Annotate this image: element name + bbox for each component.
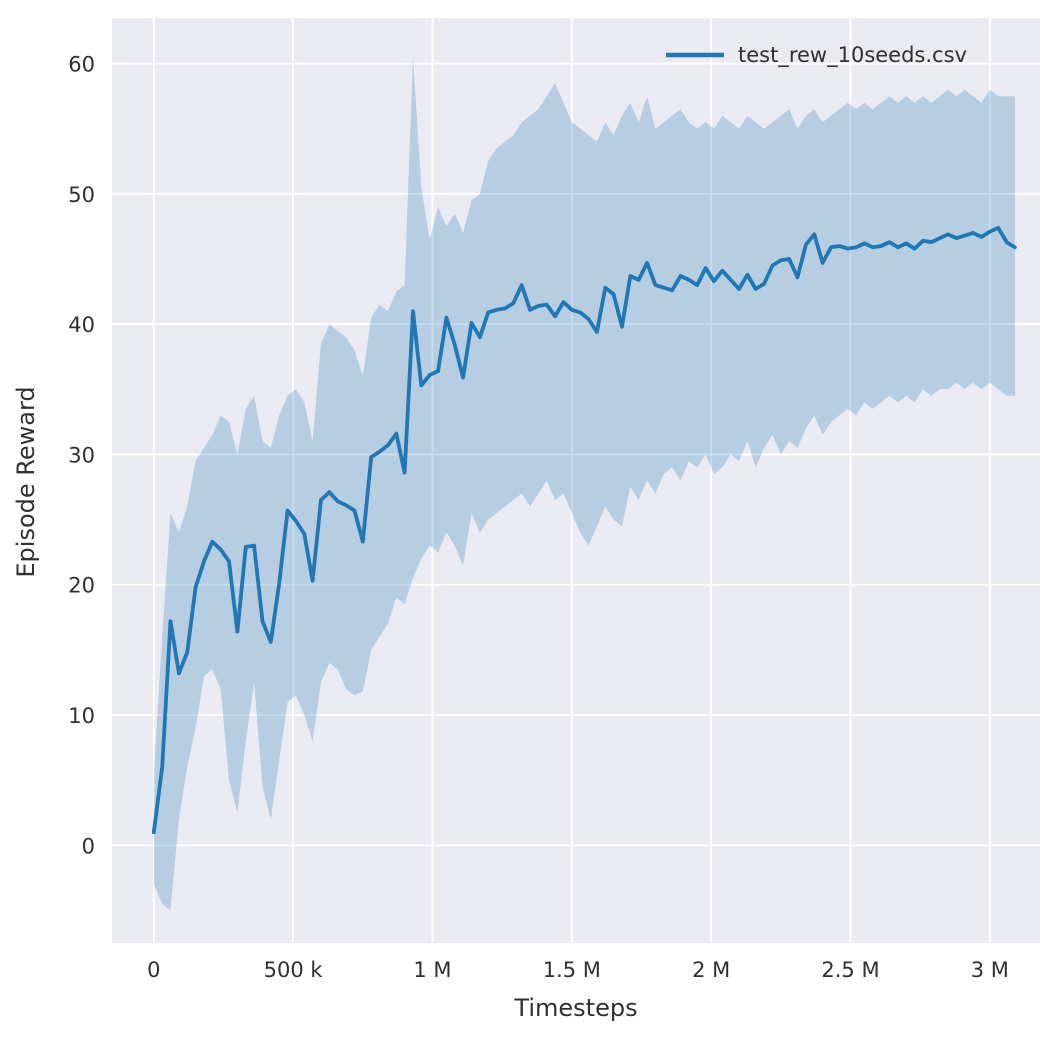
x-tick-label: 3 M xyxy=(971,958,1009,982)
x-tick-label: 0 xyxy=(147,958,160,982)
x-tick-label: 1 M xyxy=(413,958,451,982)
y-tick-label: 10 xyxy=(68,704,95,728)
plot-background xyxy=(112,18,1040,943)
y-tick-label: 40 xyxy=(68,313,95,337)
x-tick-label: 500 k xyxy=(264,958,324,982)
legend: test_rew_10seeds.csv xyxy=(666,43,967,68)
y-tick-label: 30 xyxy=(68,443,95,467)
y-tick-label: 20 xyxy=(68,574,95,598)
chart-axes: 0 500 k 1 M 1.5 M 2 M 2.5 M 3 M 0 10 20 30 40 50 60 xyxy=(68,53,1009,982)
y-tick-label: 60 xyxy=(68,53,95,77)
x-tick-label: 2.5 M xyxy=(821,958,879,982)
chart-plot-area xyxy=(112,18,1040,943)
x-tick-label: 1.5 M xyxy=(543,958,601,982)
mean-line xyxy=(151,225,1017,835)
x-tick-label: 2 M xyxy=(692,958,730,982)
x-axis-label: Timesteps xyxy=(513,994,637,1022)
y-tick-label: 0 xyxy=(82,834,95,858)
legend-label: test_rew_10seeds.csv xyxy=(738,43,967,68)
y-tick-label: 50 xyxy=(68,183,95,207)
y-axis-label: Episode Reward xyxy=(12,386,40,577)
